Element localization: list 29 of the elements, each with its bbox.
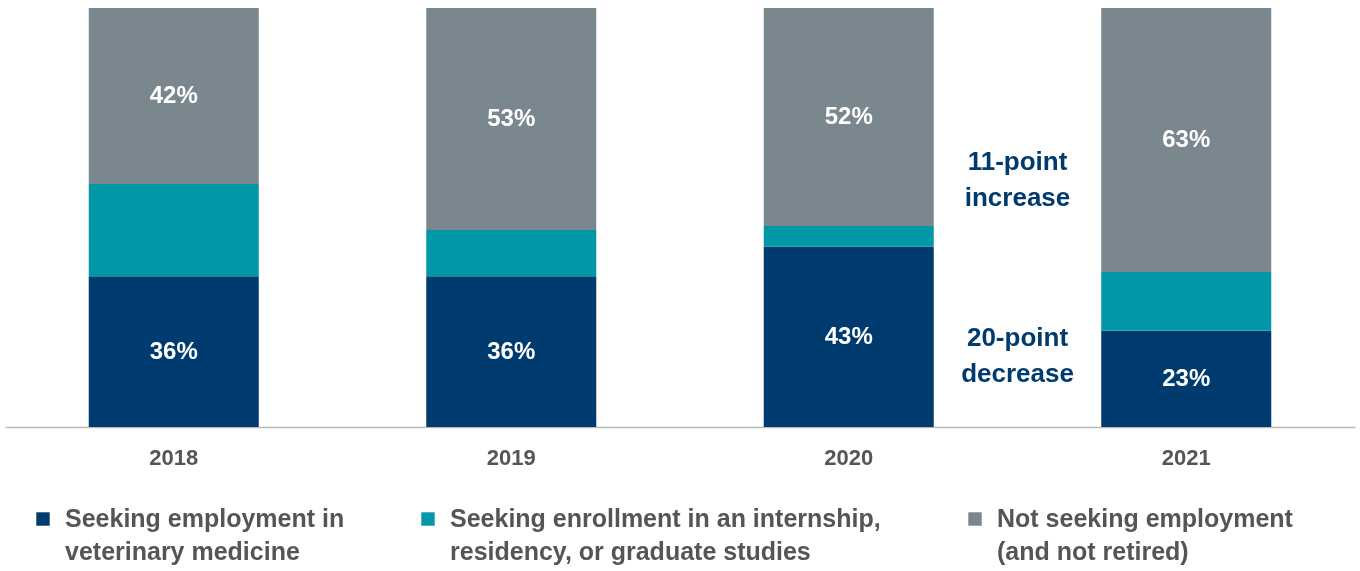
legend-label: Seeking employment in veterinary medicine	[65, 504, 345, 565]
data-label: 42%	[149, 80, 198, 108]
legend-label: Not seeking employment (and not retired)	[997, 504, 1294, 565]
bar	[1101, 271, 1272, 331]
bar	[763, 8, 934, 226]
data-label: 52%	[824, 101, 873, 129]
bar	[763, 225, 934, 247]
bar	[88, 276, 259, 427]
data-label: 43%	[824, 321, 873, 349]
bar	[426, 8, 597, 231]
data-label: 63%	[1162, 124, 1211, 152]
x-tick-label: 2021	[1161, 444, 1211, 470]
bar	[426, 276, 597, 427]
bar	[426, 230, 597, 277]
bar	[1101, 8, 1272, 272]
annotation: 11-point increase	[964, 145, 1071, 212]
x-tick-label: 2018	[149, 444, 199, 470]
bar	[763, 246, 934, 427]
annotation: 20-point decrease	[961, 321, 1074, 388]
bar	[1101, 330, 1272, 427]
data-label: 23%	[1162, 363, 1211, 391]
legend-label: Seeking enrollment in an internship, residency, or graduate studies	[450, 504, 881, 565]
x-tick-label: 2020	[824, 444, 874, 470]
bar	[88, 8, 259, 184]
data-label: 36%	[149, 336, 198, 364]
x-tick-label: 2019	[486, 444, 536, 470]
bar	[88, 183, 259, 277]
data-label: 36%	[487, 336, 536, 364]
data-label: 53%	[487, 104, 536, 132]
